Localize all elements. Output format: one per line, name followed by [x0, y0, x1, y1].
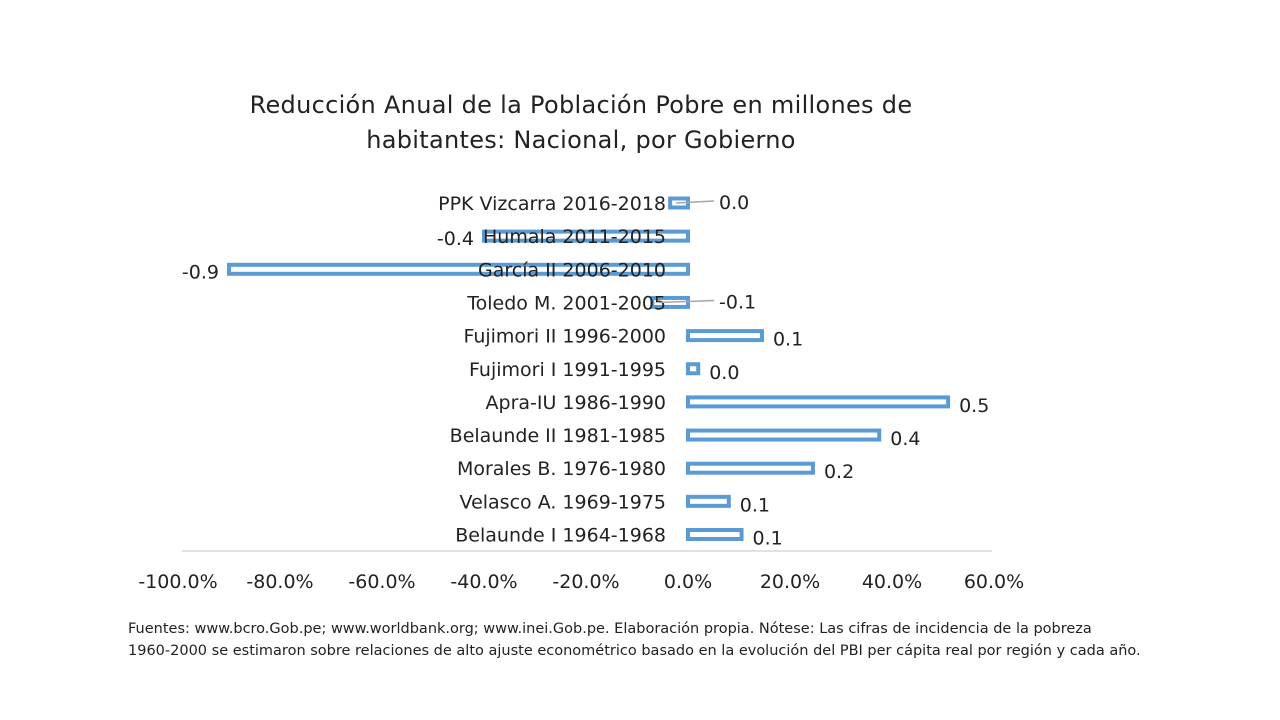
- bar: [482, 229, 690, 243]
- x-tick-label: -80.0%: [246, 571, 313, 593]
- category-label: Apra-IU 1986-1990: [486, 392, 666, 414]
- data-label: -0.1: [719, 291, 756, 313]
- bar: [686, 428, 882, 442]
- bar: [227, 262, 690, 276]
- category-label: García II 2006-2010: [478, 259, 666, 281]
- data-label: -0.9: [182, 261, 219, 283]
- chart-title-line-2: habitantes: Nacional, por Gobierno: [366, 126, 796, 154]
- data-label: 0.0: [709, 362, 739, 384]
- category-label: Morales B. 1976-1980: [457, 458, 666, 480]
- bar: [686, 395, 951, 409]
- x-tick-label: -100.0%: [138, 571, 217, 593]
- category-label: Belaunde I 1964-1968: [455, 525, 666, 547]
- data-label: 0.1: [773, 329, 803, 351]
- leader-line: [676, 200, 715, 204]
- category-label: Toledo M. 2001-2005: [466, 292, 666, 314]
- category-label: Fujimori I 1991-1995: [469, 359, 666, 381]
- x-tick-label: 20.0%: [760, 571, 820, 593]
- x-tick-label: 0.0%: [664, 571, 712, 593]
- leader-line: [658, 299, 715, 304]
- category-label: Fujimori II 1996-2000: [463, 326, 666, 348]
- data-label: 0.2: [824, 461, 854, 483]
- bar: [686, 494, 731, 508]
- bar-chart: -100.0% -80.0% -60.0% -40.0% -20.0% 0.0% 20.0%…: [138, 192, 1024, 593]
- x-tick-label: -20.0%: [552, 571, 619, 593]
- data-label: 0.1: [753, 528, 783, 550]
- x-tick-label: -40.0%: [450, 571, 517, 593]
- category-label: Humala 2011-2015: [483, 226, 666, 248]
- x-tick-label: -60.0%: [348, 571, 415, 593]
- data-label: 0.0: [719, 192, 749, 214]
- footnote-line-1: Fuentes: www.bcro.Gob.pe; www.worldbank.…: [128, 621, 1092, 637]
- data-label: 0.5: [959, 395, 989, 417]
- data-label: 0.4: [890, 428, 920, 450]
- data-label: 0.1: [740, 494, 770, 516]
- footnote-line-2: 1960-2000 se estimaron sobre relaciones …: [128, 643, 1141, 659]
- chart-title-line-1: Reducción Anual de la Población Pobre en…: [249, 91, 913, 119]
- bar: [686, 461, 815, 475]
- category-label: PPK Vizcarra 2016-2018: [438, 193, 666, 215]
- footnote: Fuentes: www.bcro.Gob.pe; www.worldbank.…: [128, 618, 1228, 662]
- bar: [686, 362, 701, 376]
- bar: [686, 528, 744, 541]
- category-label: Velasco A. 1969-1975: [460, 491, 666, 513]
- x-tick-label: 60.0%: [964, 571, 1024, 593]
- category-label: Belaunde II 1981-1985: [450, 425, 666, 447]
- chart-title: Reducción Anual de la Población Pobre en…: [150, 88, 1012, 158]
- bar: [686, 329, 764, 343]
- data-label: -0.4: [437, 228, 474, 250]
- x-tick-label: 40.0%: [862, 571, 922, 593]
